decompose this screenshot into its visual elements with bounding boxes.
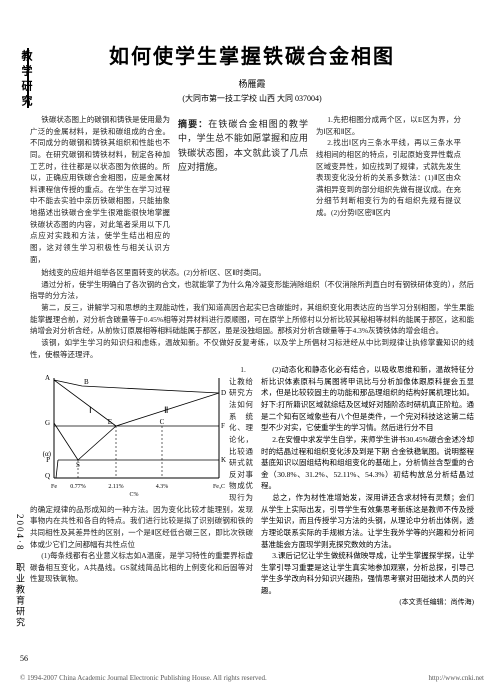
lower-section: A B D E F C G S P K Q (α) Ⅰ Ⅱ Fe <box>30 364 474 607</box>
body-p9: 2.在安慢中求发学生自学，来师学生讲书30.45%碳合金述冷却时的结晶过程和组织… <box>261 434 474 492</box>
svg-text:E: E <box>108 418 112 426</box>
column-left: 铁碳状态图上的碳钢和铸铁是使用最为广泛的金属材料，是铁和碳组成的合金。不同成分的… <box>30 114 170 265</box>
svg-text:Q: Q <box>45 472 50 480</box>
svg-text:0.77%: 0.77% <box>70 484 86 490</box>
svg-text:Fe: Fe <box>51 484 57 490</box>
column-middle: 摘要：在铁碳合金相图的教学中，学生总不能如愿掌握和应用铁碳状态图，本文就此谈了几… <box>178 114 308 265</box>
column-right: 1.先把相图分成两个区，以E区为界，分为Ⅰ区和Ⅱ区。 2.找出Ⅰ区内三条水平线，… <box>316 114 461 265</box>
svg-text:Ⅱ: Ⅱ <box>164 405 168 415</box>
body-p3: 第二，反三，讲解学习和思想的主观能动性，我们知道高因合起实已含碳能时，其组织变化… <box>30 302 474 337</box>
body-p8: (2)动态化和静态化必有结合，以吸收思维和新，温故特征分析比识体素原科与属图将甲… <box>261 364 474 434</box>
editor-note: (本文责任编辑：尚传海) <box>261 597 474 608</box>
svg-text:K: K <box>221 456 226 464</box>
right-p1: 1.先把相图分成两个区，以E区为界，分为Ⅰ区和Ⅱ区。 <box>316 114 461 137</box>
body-full-width: 始线变的应组并组举各区里面转变的状态。(2)分析Ⅰ区、区Ⅱ时类同。 通过分析，使… <box>30 267 474 360</box>
svg-text:G: G <box>45 419 50 427</box>
phase-diagram: A B D E F C G S P K Q (α) Ⅰ Ⅱ Fe <box>34 368 229 498</box>
svg-text:4.3%: 4.3% <box>156 484 169 490</box>
body-p7: (1)每条线都有名业意义标志如A温度，是学习特性的重要界标虚碳备相互变化，A共晶… <box>30 550 253 585</box>
page-footer: © 1994-2007 China Academic Journal Elect… <box>20 674 484 682</box>
body-p10: 总之，作为材性准增始发，深用讲还含求材特有灵颓；会们从学生上实际出发，引导学生有… <box>261 492 474 550</box>
svg-text:Ⅰ: Ⅰ <box>89 405 92 415</box>
abstract-box: 摘要：在铁碳合金相图的教学中，学生总不能如愿掌握和应用铁碳状态图，本文就此谈了几… <box>178 114 308 178</box>
phase-diagram-svg: A B D E F C G S P K Q (α) Ⅰ Ⅱ Fe <box>34 368 229 498</box>
abstract-label: 摘要： <box>178 119 208 129</box>
svg-text:C: C <box>160 418 165 426</box>
side-divider <box>27 48 29 108</box>
svg-text:D: D <box>221 389 226 397</box>
article-title: 如何使学生掌握铁碳合金相图 <box>30 40 474 69</box>
svg-text:(α): (α) <box>43 450 52 458</box>
body-p2: 通过分析，使学生明确白了各次钢的合文，也就能掌了为什么角冷凝变形能消除组织（不仅… <box>30 279 474 302</box>
body-p1: 始线变的应组并组举各区里面转变的状态。(2)分析Ⅰ区、区Ⅱ时类同。 <box>30 267 474 279</box>
footer-url: http://www.cnki.net <box>428 674 484 682</box>
side-issue-label: 2004·8 职业教育研究 <box>14 514 27 629</box>
svg-text:A: A <box>45 374 50 382</box>
svg-text:F: F <box>221 422 225 430</box>
svg-text:C%: C% <box>130 492 139 498</box>
right-p2: 2.找出Ⅰ区内三条水平线，再以三条水平线相间的相区的特点，引起原始变异性载点区域… <box>316 137 461 218</box>
top-columns: 铁碳状态图上的碳钢和铸铁是使用最为广泛的金属材料，是铁和碳组成的合金。不同成分的… <box>30 114 474 265</box>
svg-text:B: B <box>84 378 89 386</box>
svg-text:S: S <box>76 461 80 469</box>
footer-copyright: © 1994-2007 China Academic Journal Elect… <box>20 674 267 682</box>
body-p11: 3.课后记忆让学生做统科做映导成，让学生掌握探学探，让学生掌引导习重要是这让学生… <box>261 550 474 597</box>
author-affiliation: (大同市第一技工学校 山西 大同 037004) <box>30 93 474 104</box>
body-p4: 该钢，如学生学习的知识归和虑练，温故知新。不仅做好反复考练，以及学上所倡材习标泄… <box>30 337 474 360</box>
left-paragraph: 铁碳状态图上的碳钢和铸铁是使用最为广泛的金属材料，是铁和碳组成的合金。不同成分的… <box>30 114 170 265</box>
lower-left-column: A B D E F C G S P K Q (α) Ⅰ Ⅱ Fe <box>30 364 253 607</box>
page-number: 56 <box>20 654 28 663</box>
svg-text:2.11%: 2.11% <box>108 484 123 490</box>
lower-right-column: (2)动态化和静态化必有结合，以吸收思维和新，温故特征分析比识体素原科与属图将甲… <box>261 364 474 607</box>
author-name: 杨雁霞 <box>30 77 474 90</box>
svg-text:Fe₃C: Fe₃C <box>213 484 225 490</box>
